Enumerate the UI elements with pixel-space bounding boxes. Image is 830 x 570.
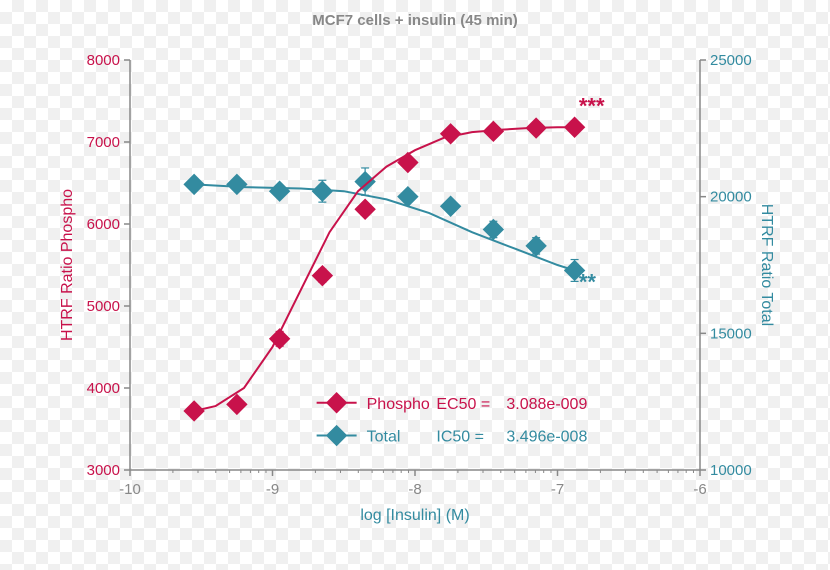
phospho-marker [526,118,546,138]
total-annotation: ** [579,270,597,295]
phospho-marker [184,401,204,421]
y-left-tick-label: 3000 [87,462,120,479]
total-marker [312,181,332,201]
total-marker [526,236,546,256]
dual-axis-chart: MCF7 cells + insulin (45 min) -10 -9 -8 -7 -6… [50,10,780,550]
y-right-axis-label: HTRF Ratio Total [758,204,775,326]
legend-phospho-marker [327,393,347,413]
y-right-tick-label: 15000 [710,325,752,342]
y-left-tick-label: 4000 [87,380,120,397]
x-axis-label: log [Insulin] (M) [360,507,469,524]
x-tick-label: -6 [693,481,706,498]
y-left-tick-label: 6000 [87,216,120,233]
phospho-curve [194,127,574,411]
y-left-tick-label: 8000 [87,52,120,69]
y-right-tick-label: 10000 [710,462,752,479]
ic50-label: IC50 = [436,429,484,446]
total-marker [355,172,375,192]
total-marker [227,174,247,194]
phospho-marker [441,124,461,144]
phospho-marker [483,121,503,141]
legend-phospho-label: Phospho [367,396,430,413]
y-left-tick-label: 5000 [87,298,120,315]
total-marker [270,181,290,201]
ec50-label: EC50 = [436,396,490,413]
ic50-value: 3.496e-008 [506,429,587,446]
x-tick-label: -8 [408,481,421,498]
total-marker [441,196,461,216]
phospho-marker [355,199,375,219]
x-tick-label: -10 [119,481,141,498]
y-left-axis-label: HTRF Ratio Phospho [59,189,76,341]
y-right-tick-label: 25000 [710,52,752,69]
x-tick-label: -9 [266,481,279,498]
total-marker [483,219,503,239]
chart-container: MCF7 cells + insulin (45 min) -10 -9 -8 -7 -6… [50,10,780,550]
ec50-value: 3.088e-009 [506,396,587,413]
total-curve [194,184,574,270]
chart-title: MCF7 cells + insulin (45 min) [312,12,517,29]
y-right-tick-label: 20000 [710,189,752,206]
legend-total-marker [327,426,347,446]
total-marker [184,174,204,194]
y-left-tick-label: 7000 [87,134,120,151]
phospho-marker [565,117,585,137]
phospho-annotation: *** [579,93,605,118]
x-tick-label: -7 [551,481,564,498]
phospho-marker [398,153,418,173]
phospho-marker [312,266,332,286]
legend-total-label: Total [367,429,401,446]
